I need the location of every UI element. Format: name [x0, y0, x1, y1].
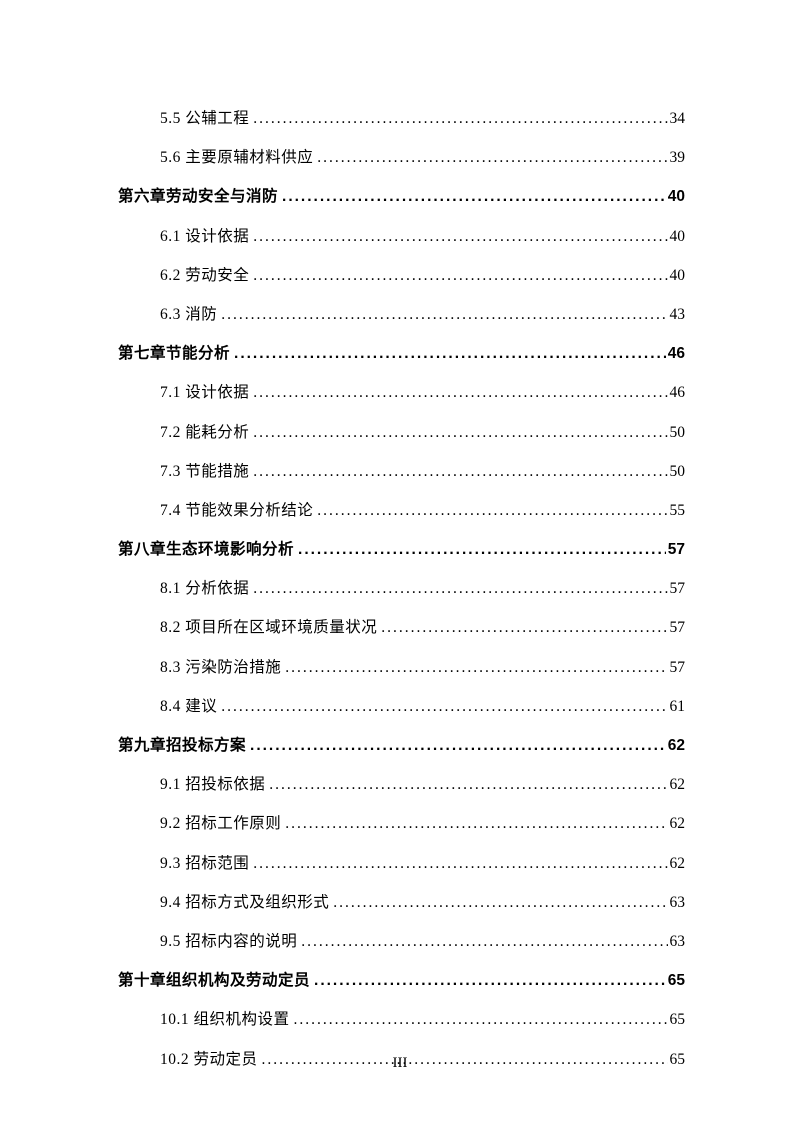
toc-page: 5.5 公辅工程................................… — [0, 0, 800, 1070]
toc-title: 10.1 组织机构设置 — [160, 1009, 290, 1031]
toc-title: 第八章生态环境影响分析 — [118, 539, 294, 561]
toc-page-number: 40 — [668, 226, 686, 248]
toc-title: 5.6 主要原辅材料供应 — [160, 147, 313, 169]
toc-page-number: 61 — [668, 696, 686, 718]
toc-page-number: 55 — [668, 500, 686, 522]
toc-page-number: 63 — [668, 892, 686, 914]
toc-leader-dots: ........................................… — [249, 382, 667, 404]
toc-leader-dots: ........................................… — [249, 108, 667, 130]
toc-title: 9.4 招标方式及组织形式 — [160, 892, 329, 914]
toc-page-number: 46 — [666, 343, 685, 365]
toc-leader-dots: ........................................… — [249, 578, 667, 600]
toc-page-number: 57 — [668, 657, 686, 679]
toc-title: 9.5 招标内容的说明 — [160, 931, 297, 953]
toc-entry: 第九章招投标方案................................… — [118, 735, 685, 757]
toc-leader-dots: ........................................… — [313, 147, 667, 169]
toc-title: 9.2 招标工作原则 — [160, 813, 281, 835]
toc-leader-dots: ........................................… — [217, 304, 667, 326]
toc-entry: 8.2 项目所在区域环境质量状况........................… — [118, 617, 685, 639]
toc-leader-dots: ........................................… — [313, 500, 667, 522]
toc-entry: 9.2 招标工作原则..............................… — [118, 813, 685, 835]
toc-entry: 第七章节能分析.................................… — [118, 343, 685, 365]
toc-leader-dots: ........................................… — [310, 970, 666, 992]
toc-page-number: 65 — [666, 970, 685, 992]
toc-page-number: 34 — [668, 108, 686, 130]
toc-title: 8.1 分析依据 — [160, 578, 249, 600]
toc-entry: 9.1 招投标依据...............................… — [118, 774, 685, 796]
toc-leader-dots: ........................................… — [249, 422, 667, 444]
toc-entry: 8.4 建议..................................… — [118, 696, 685, 718]
toc-title: 5.5 公辅工程 — [160, 108, 249, 130]
toc-page-number: 65 — [668, 1009, 686, 1031]
toc-page-number: 50 — [668, 422, 686, 444]
toc-title: 6.1 设计依据 — [160, 226, 249, 248]
toc-leader-dots: ........................................… — [377, 617, 667, 639]
toc-title: 7.3 节能措施 — [160, 461, 249, 483]
toc-page-number: 40 — [666, 186, 685, 208]
toc-entry: 8.3 污染防治措施..............................… — [118, 657, 685, 679]
toc-page-number: 57 — [668, 578, 686, 600]
toc-entry: 第六章劳动安全与消防..............................… — [118, 186, 685, 208]
toc-page-number: 62 — [668, 853, 686, 875]
toc-title: 第十章组织机构及劳动定员 — [118, 970, 310, 992]
toc-leader-dots: ........................................… — [294, 539, 666, 561]
toc-list: 5.5 公辅工程................................… — [118, 108, 685, 1070]
toc-leader-dots: ........................................… — [265, 774, 667, 796]
toc-leader-dots: ........................................… — [278, 186, 666, 208]
toc-title: 第七章节能分析 — [118, 343, 230, 365]
toc-leader-dots: ........................................… — [230, 343, 666, 365]
toc-title: 6.2 劳动安全 — [160, 265, 249, 287]
toc-title: 第九章招投标方案 — [118, 735, 246, 757]
toc-entry: 8.1 分析依据................................… — [118, 578, 685, 600]
toc-page-number: 62 — [666, 735, 685, 757]
toc-leader-dots: ........................................… — [281, 813, 667, 835]
toc-leader-dots: ........................................… — [297, 931, 667, 953]
toc-leader-dots: ........................................… — [217, 696, 667, 718]
toc-entry: 7.4 节能效果分析结论............................… — [118, 500, 685, 522]
toc-title: 9.1 招投标依据 — [160, 774, 265, 796]
toc-entry: 9.4 招标方式及组织形式...........................… — [118, 892, 685, 914]
toc-entry: 7.1 设计依据................................… — [118, 382, 685, 404]
toc-title: 9.3 招标范围 — [160, 853, 249, 875]
toc-leader-dots: ........................................… — [329, 892, 667, 914]
toc-title: 6.3 消防 — [160, 304, 217, 326]
toc-page-number: 62 — [668, 774, 686, 796]
toc-page-number: 50 — [668, 461, 686, 483]
toc-entry: 第十章组织机构及劳动定员............................… — [118, 970, 685, 992]
toc-leader-dots: ........................................… — [290, 1009, 668, 1031]
toc-title: 第六章劳动安全与消防 — [118, 186, 278, 208]
toc-page-number: 46 — [668, 382, 686, 404]
toc-leader-dots: ........................................… — [281, 657, 667, 679]
toc-leader-dots: ........................................… — [249, 265, 667, 287]
toc-page-number: 57 — [666, 539, 685, 561]
toc-leader-dots: ........................................… — [249, 226, 667, 248]
toc-title: 7.2 能耗分析 — [160, 422, 249, 444]
toc-title: 8.4 建议 — [160, 696, 217, 718]
toc-page-number: 63 — [668, 931, 686, 953]
toc-page-number: 39 — [668, 147, 686, 169]
toc-entry: 第八章生态环境影响分析.............................… — [118, 539, 685, 561]
toc-entry: 6.1 设计依据................................… — [118, 226, 685, 248]
toc-entry: 5.6 主要原辅材料供应............................… — [118, 147, 685, 169]
toc-page-number: 57 — [668, 617, 686, 639]
toc-title: 7.1 设计依据 — [160, 382, 249, 404]
toc-title: 8.3 污染防治措施 — [160, 657, 281, 679]
toc-entry: 5.5 公辅工程................................… — [118, 108, 685, 130]
toc-title: 7.4 节能效果分析结论 — [160, 500, 313, 522]
toc-entry: 7.2 能耗分析................................… — [118, 422, 685, 444]
toc-leader-dots: ........................................… — [249, 853, 667, 875]
toc-leader-dots: ........................................… — [246, 735, 666, 757]
toc-leader-dots: ........................................… — [249, 461, 667, 483]
toc-entry: 7.3 节能措施................................… — [118, 461, 685, 483]
toc-entry: 9.5 招标内容的说明.............................… — [118, 931, 685, 953]
toc-entry: 9.3 招标范围................................… — [118, 853, 685, 875]
page-number: III — [0, 1055, 800, 1072]
toc-page-number: 40 — [668, 265, 686, 287]
toc-page-number: 43 — [668, 304, 686, 326]
toc-page-number: 62 — [668, 813, 686, 835]
toc-title: 8.2 项目所在区域环境质量状况 — [160, 617, 377, 639]
toc-entry: 6.3 消防..................................… — [118, 304, 685, 326]
toc-entry: 10.1 组织机构设置.............................… — [118, 1009, 685, 1031]
toc-entry: 6.2 劳动安全................................… — [118, 265, 685, 287]
